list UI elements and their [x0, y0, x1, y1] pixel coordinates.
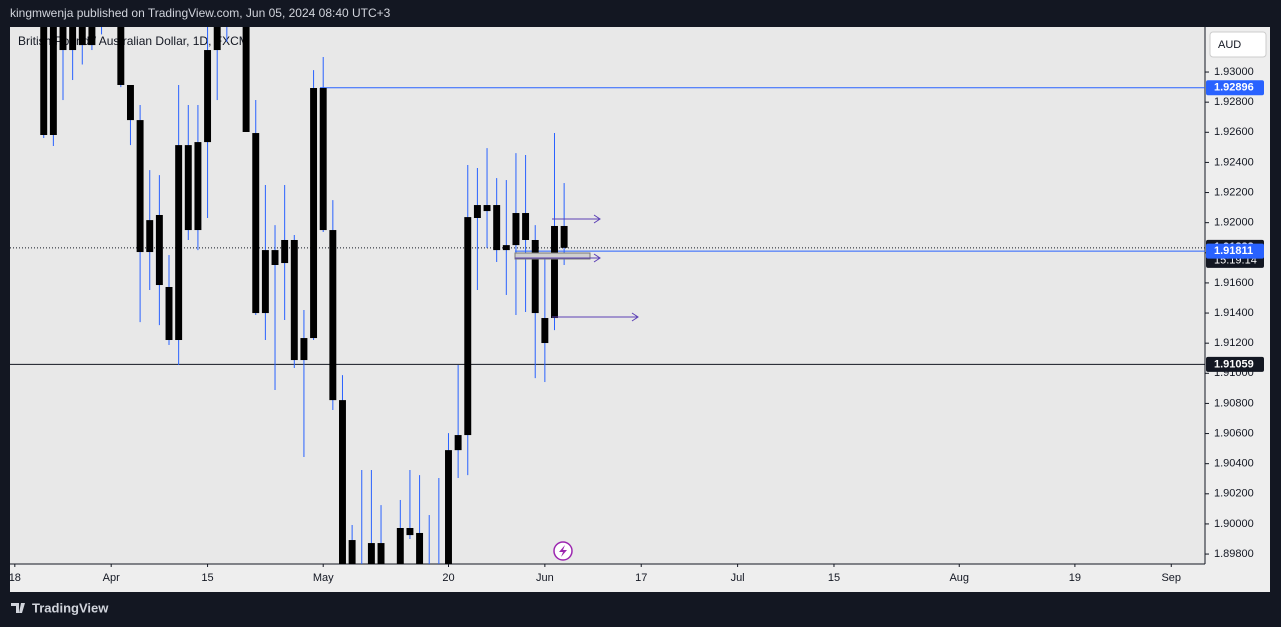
candle-body	[252, 133, 260, 314]
y-tick-label: 1.90600	[1214, 427, 1254, 439]
price-label: 1.91059	[1214, 358, 1254, 370]
candle-body	[69, 27, 77, 51]
plot-area	[10, 27, 1205, 564]
x-tick-label: May	[313, 572, 334, 584]
candle-body	[136, 120, 144, 253]
price-label: 1.91811	[1214, 245, 1253, 257]
x-tick-label: 15	[201, 572, 213, 584]
y-tick-label: 1.91400	[1214, 307, 1254, 319]
currency-button[interactable]	[1209, 31, 1267, 58]
candle-body	[242, 27, 250, 132]
candle-body	[493, 205, 501, 251]
y-tick-label: 1.90200	[1214, 488, 1254, 500]
footer-logo: TradingView	[32, 600, 109, 615]
time-axis	[10, 564, 1270, 592]
candle-body	[367, 543, 375, 564]
candle-body	[348, 540, 356, 564]
price-label-box	[1206, 356, 1264, 372]
candle-body	[310, 88, 318, 339]
candle-body	[454, 435, 462, 451]
y-tick-label: 1.92600	[1214, 126, 1254, 138]
currency: AUD	[1218, 39, 1241, 51]
candle-body	[194, 142, 202, 231]
price-axis	[1205, 27, 1270, 564]
range-box	[514, 252, 591, 260]
candle-body	[175, 145, 183, 341]
candle-body	[59, 27, 67, 51]
candle-body	[464, 217, 472, 436]
x-tick-label: Jun	[536, 572, 554, 584]
candle-body	[377, 543, 385, 564]
candle-body	[551, 225, 558, 319]
candle-body	[49, 27, 57, 136]
alert-icon[interactable]	[553, 541, 573, 561]
candle-body	[416, 532, 424, 564]
candle-body	[473, 205, 481, 219]
arrow	[515, 253, 601, 263]
candle-body	[126, 84, 134, 121]
candle-body	[329, 230, 337, 401]
candle-body	[541, 318, 549, 344]
x-tick-label: 20	[442, 572, 454, 584]
header: kingmwenja published on TradingView.com,…	[10, 6, 391, 20]
candle-body	[339, 400, 346, 564]
x-tick-label: 15	[828, 572, 840, 584]
candle-body	[319, 88, 327, 231]
price-label: 1.92896	[1214, 82, 1254, 94]
y-tick-label: 1.92000	[1214, 217, 1254, 229]
candle-body	[213, 27, 221, 51]
price-label-box	[1206, 80, 1264, 96]
candle-body	[483, 205, 491, 212]
y-tick-label: 1.91600	[1214, 277, 1254, 289]
y-tick-label: 1.93000	[1214, 66, 1254, 78]
y-tick-label: 1.90800	[1214, 397, 1254, 409]
candle-body	[155, 214, 163, 286]
candle-body	[406, 527, 414, 536]
y-tick-label: 1.91200	[1214, 337, 1254, 349]
candle-body	[522, 213, 530, 240]
x-tick-label: 17	[635, 572, 647, 584]
candle-body	[502, 245, 510, 251]
y-tick-label: 1.90400	[1214, 458, 1254, 470]
arrow	[552, 312, 639, 322]
y-tick-label: 1.90000	[1214, 518, 1254, 530]
candle-body	[146, 220, 154, 253]
x-tick-label: Aug	[949, 572, 969, 584]
candle-body	[78, 27, 86, 46]
candle-body	[281, 239, 289, 264]
y-tick-label: 1.89800	[1214, 548, 1254, 560]
price-label-box	[1206, 243, 1264, 259]
y-tick-label: 1.92800	[1214, 96, 1254, 108]
candle-body	[204, 50, 212, 143]
candle-body	[233, 0, 240, 4]
candle-body	[531, 239, 539, 314]
candle-body	[445, 450, 452, 564]
y-tick-label: 1.92400	[1214, 156, 1254, 168]
logo-icon	[11, 603, 25, 613]
candle-body	[300, 338, 308, 361]
candle-body	[117, 27, 125, 85]
candle-body	[271, 250, 279, 265]
candle-body	[560, 225, 568, 248]
candle-body	[40, 27, 48, 136]
candle-body	[261, 250, 269, 314]
candle-body	[512, 213, 520, 246]
candle-body	[184, 145, 192, 231]
x-tick-label: 18	[9, 572, 21, 584]
drawings	[514, 214, 639, 322]
x-tick-label: Apr	[103, 572, 120, 584]
y-tick-label: 1.92200	[1214, 186, 1254, 198]
candle-body	[88, 27, 96, 46]
candle-body	[290, 239, 298, 361]
candle-body	[396, 527, 404, 564]
x-tick-label: 19	[1069, 572, 1081, 584]
x-tick-label: Jul	[731, 572, 745, 584]
arrow	[552, 214, 601, 224]
candle-body	[165, 286, 173, 341]
x-tick-label: Sep	[1161, 572, 1181, 584]
